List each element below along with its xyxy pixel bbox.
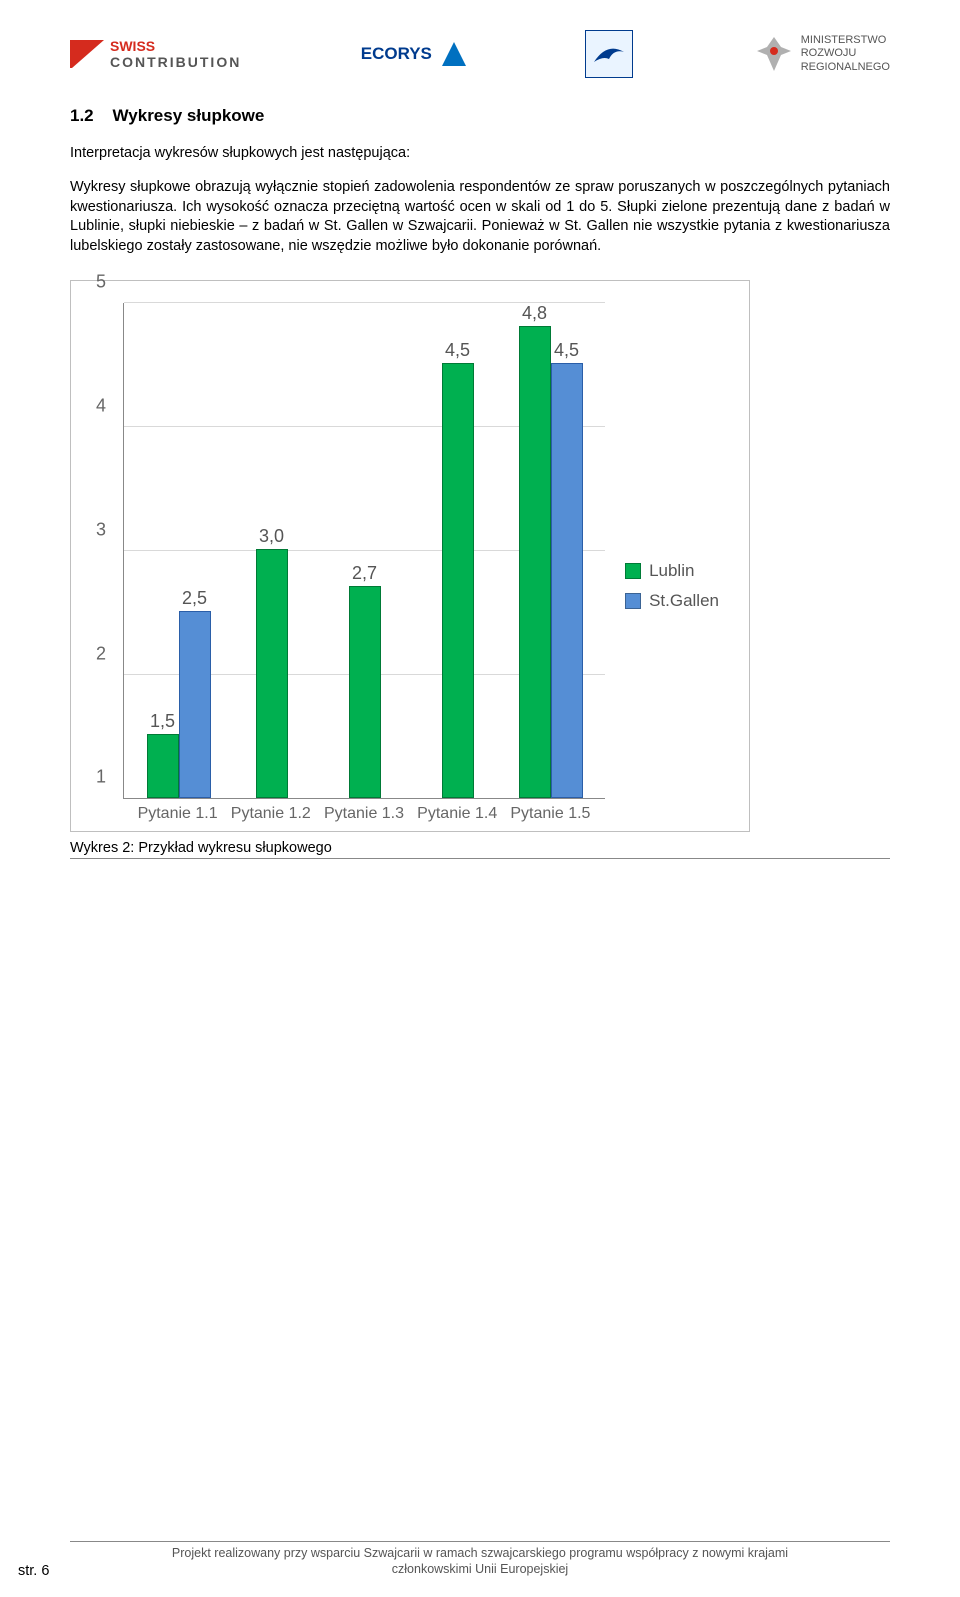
bar-group: 1,52,5 — [132, 303, 225, 798]
bar-chart: 5 4 3 2 1 1,52,53,02,74,54,84,5 Pytanie … — [70, 280, 750, 832]
swatch-icon — [625, 563, 641, 579]
logo-min-line1: MINISTERSTWO — [801, 34, 890, 47]
bar-value-label: 2,7 — [352, 563, 377, 584]
page-number: str. 6 — [18, 1563, 49, 1579]
body-paragraph: Wykresy słupkowe obrazują wyłącznie stop… — [70, 178, 890, 256]
x-axis-label: Pytanie 1.2 — [224, 805, 317, 823]
logo-ecorys: ECORYS — [361, 42, 466, 66]
logo-euroregion-baltic — [585, 30, 633, 78]
y-tick: 2 — [96, 643, 106, 664]
chart-caption: Wykres 2: Przykład wykresu słupkowego — [70, 840, 890, 859]
y-tick: 5 — [96, 272, 106, 293]
header-logos: SWISS CONTRIBUTION ECORYS MINISTERSTWO R… — [70, 30, 890, 78]
bar-lublin: 4,5 — [442, 363, 474, 798]
bar-group: 4,84,5 — [504, 303, 597, 798]
section-number: 1.2 — [70, 106, 94, 125]
logo-ecorys-text: ECORYS — [361, 44, 432, 64]
eagle-icon — [753, 33, 795, 75]
chart-legend: Lublin St.Gallen — [625, 561, 719, 621]
logo-min-text: MINISTERSTWO ROZWOJU REGIONALNEGO — [801, 34, 890, 74]
x-axis-label: Pytanie 1.5 — [504, 805, 597, 823]
page-footer: Projekt realizowany przy wsparciu Szwajc… — [70, 1541, 890, 1578]
bar-value-label: 1,5 — [150, 711, 175, 732]
footer-line2: członkowskimi Unii Europejskiej — [392, 1562, 568, 1576]
x-axis-label: Pytanie 1.4 — [411, 805, 504, 823]
swatch-icon — [625, 593, 641, 609]
logo-min-line2: ROZWOJU — [801, 47, 890, 60]
x-axis-label: Pytanie 1.3 — [317, 805, 410, 823]
triangle-icon — [442, 42, 466, 66]
bird-icon — [585, 30, 633, 78]
bar-stgallen: 2,5 — [179, 611, 211, 799]
plot-area: 5 4 3 2 1 1,52,53,02,74,54,84,5 — [123, 303, 605, 799]
legend-label: Lublin — [649, 561, 694, 581]
bar-lublin: 1,5 — [147, 734, 179, 798]
logo-swiss-top: SWISS — [110, 38, 241, 54]
bar-lublin: 4,8 — [519, 326, 551, 798]
y-tick: 3 — [96, 519, 106, 540]
bar-value-label: 3,0 — [259, 526, 284, 547]
bar-stgallen: 4,5 — [551, 363, 583, 798]
bar-group: 3,0 — [225, 303, 318, 798]
legend-label: St.Gallen — [649, 591, 719, 611]
y-tick: 4 — [96, 396, 106, 417]
bar-group: 4,5 — [411, 303, 504, 798]
bar-value-label: 4,8 — [522, 303, 547, 324]
section-title: Wykresy słupkowe — [113, 106, 265, 125]
bar-lublin: 2,7 — [349, 586, 381, 798]
bar-lublin: 3,0 — [256, 549, 288, 799]
legend-item-stgallen: St.Gallen — [625, 591, 719, 611]
y-tick: 1 — [96, 767, 106, 788]
x-axis-label: Pytanie 1.1 — [131, 805, 224, 823]
bar-group: 2,7 — [318, 303, 411, 798]
section-heading: 1.2 Wykresy słupkowe — [70, 106, 890, 126]
bar-value-label: 4,5 — [445, 340, 470, 361]
intro-line: Interpretacja wykresów słupkowych jest n… — [70, 144, 890, 164]
swiss-flag-icon — [70, 40, 104, 68]
bar-value-label: 2,5 — [182, 588, 207, 609]
logo-min-line3: REGIONALNEGO — [801, 61, 890, 74]
legend-item-lublin: Lublin — [625, 561, 719, 581]
logo-ministerstwo: MINISTERSTWO ROZWOJU REGIONALNEGO — [753, 33, 890, 75]
bar-value-label: 4,5 — [554, 340, 579, 361]
logo-swiss-contribution: SWISS CONTRIBUTION — [70, 38, 241, 70]
logo-swiss-bottom: CONTRIBUTION — [110, 54, 241, 70]
footer-line1: Projekt realizowany przy wsparciu Szwajc… — [172, 1546, 788, 1560]
